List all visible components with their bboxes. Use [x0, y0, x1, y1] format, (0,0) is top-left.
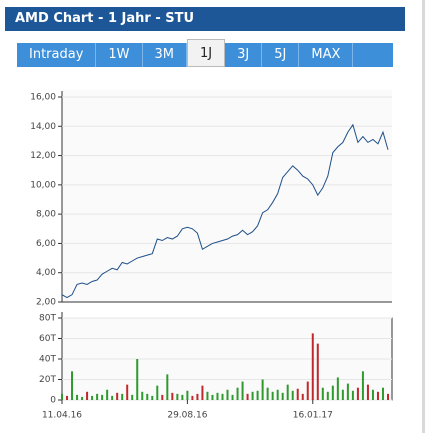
- volume-bar: [246, 393, 249, 400]
- tab-bar: Intraday 1W 3M 1J 3J 5J MAX: [17, 39, 393, 67]
- y-tick-label: 10,00: [30, 180, 56, 190]
- y-tick-label: 20T: [39, 375, 56, 385]
- volume-bar: [161, 394, 164, 400]
- volume-bar: [256, 390, 259, 400]
- volume-bar: [86, 391, 89, 400]
- y-tick-label: 80T: [39, 314, 56, 324]
- tab[interactable]: 3M: [143, 43, 188, 67]
- volume-bar: [216, 392, 219, 400]
- volume-bar: [276, 389, 279, 400]
- volume-bar: [236, 387, 239, 400]
- y-tick-label: 60T: [39, 334, 56, 344]
- volume-bar: [201, 385, 204, 400]
- y-tick-label: 2,00: [36, 298, 56, 308]
- volume-bar: [226, 389, 229, 400]
- volume-bar: [81, 396, 84, 400]
- tab[interactable]: Intraday: [17, 43, 97, 67]
- volume-bar: [166, 374, 169, 400]
- volume-bar: [291, 390, 294, 400]
- volume-bar: [241, 381, 244, 400]
- volume-bar: [361, 371, 364, 400]
- volume-bar: [321, 387, 324, 400]
- volume-bar: [231, 394, 234, 400]
- tab[interactable]: 3J: [225, 43, 263, 67]
- volume-bar: [336, 377, 339, 400]
- volume-bar: [151, 395, 154, 400]
- volume-bar: [131, 394, 134, 400]
- tab[interactable]: 1J: [187, 39, 226, 67]
- volume-bar: [136, 359, 139, 400]
- volume-bar: [286, 384, 289, 400]
- volume-bar: [326, 391, 329, 400]
- volume-bar: [331, 385, 334, 400]
- plot-bg: [62, 90, 392, 302]
- volume-bar: [376, 391, 379, 400]
- volume-bar: [306, 381, 309, 400]
- tab[interactable]: MAX: [299, 43, 354, 67]
- volume-bar: [281, 392, 284, 400]
- y-tick-label: 16,00: [30, 93, 56, 103]
- volume-bar: [251, 391, 254, 400]
- volume-bar: [126, 384, 129, 400]
- volume-bar: [221, 393, 224, 400]
- volume-bar: [206, 391, 209, 400]
- volume-bar: [111, 395, 114, 400]
- volume-bar: [186, 390, 189, 400]
- volume-bar: [146, 393, 149, 400]
- header-title: AMD Chart - 1 Jahr - STU: [5, 7, 405, 31]
- volume-bar: [196, 393, 199, 400]
- x-tick-label: 11.04.16: [42, 411, 82, 421]
- volume-bar: [341, 389, 344, 400]
- volume-bar: [191, 395, 194, 400]
- volume-bar: [351, 390, 354, 400]
- volume-bar: [156, 385, 159, 400]
- volume-bar: [261, 379, 264, 400]
- y-tick-label: 0: [50, 396, 56, 406]
- volume-bar: [366, 384, 369, 400]
- y-tick-label: 6,00: [36, 239, 56, 249]
- x-tick-label: 29.08.16: [167, 411, 207, 421]
- volume-bar: [101, 394, 104, 400]
- volume-bar: [266, 387, 269, 400]
- volume-bar: [296, 388, 299, 400]
- volume-bar: [301, 393, 304, 400]
- volume-bar: [121, 393, 124, 400]
- y-tick-label: 14,00: [30, 122, 56, 132]
- y-tick-label: 12,00: [30, 151, 56, 161]
- volume-bar: [141, 391, 144, 400]
- volume-bar: [116, 392, 119, 400]
- price-line: [61, 123, 389, 299]
- volume-bar: [211, 394, 214, 400]
- volume-bar: [181, 394, 184, 400]
- volume-bar: [371, 389, 374, 400]
- volume-bar: [106, 389, 109, 400]
- volume-bar: [176, 393, 179, 400]
- y-tick-label: 4,00: [36, 268, 56, 278]
- volume-bar: [316, 343, 319, 400]
- volume-bar: [311, 333, 314, 400]
- volume-bar: [91, 395, 94, 400]
- volume-bar: [171, 392, 174, 400]
- tab[interactable]: 5J: [262, 43, 300, 67]
- volume-bar: [356, 387, 359, 400]
- x-tick-label: 16.01.17: [293, 411, 333, 421]
- volume-bar: [346, 383, 349, 400]
- volume-bar: [387, 393, 389, 400]
- volume-bar: [61, 393, 63, 400]
- volume-bar: [96, 393, 99, 400]
- volume-bar: [271, 391, 274, 400]
- volume-bar: [71, 371, 74, 400]
- y-tick-label: 40T: [39, 355, 56, 365]
- border: [422, 0, 425, 433]
- volume-bar: [381, 387, 384, 400]
- volume-bar: [76, 394, 79, 400]
- tab[interactable]: 1W: [96, 43, 143, 67]
- y-tick-label: 8,00: [36, 210, 56, 220]
- volume-bar: [66, 395, 69, 400]
